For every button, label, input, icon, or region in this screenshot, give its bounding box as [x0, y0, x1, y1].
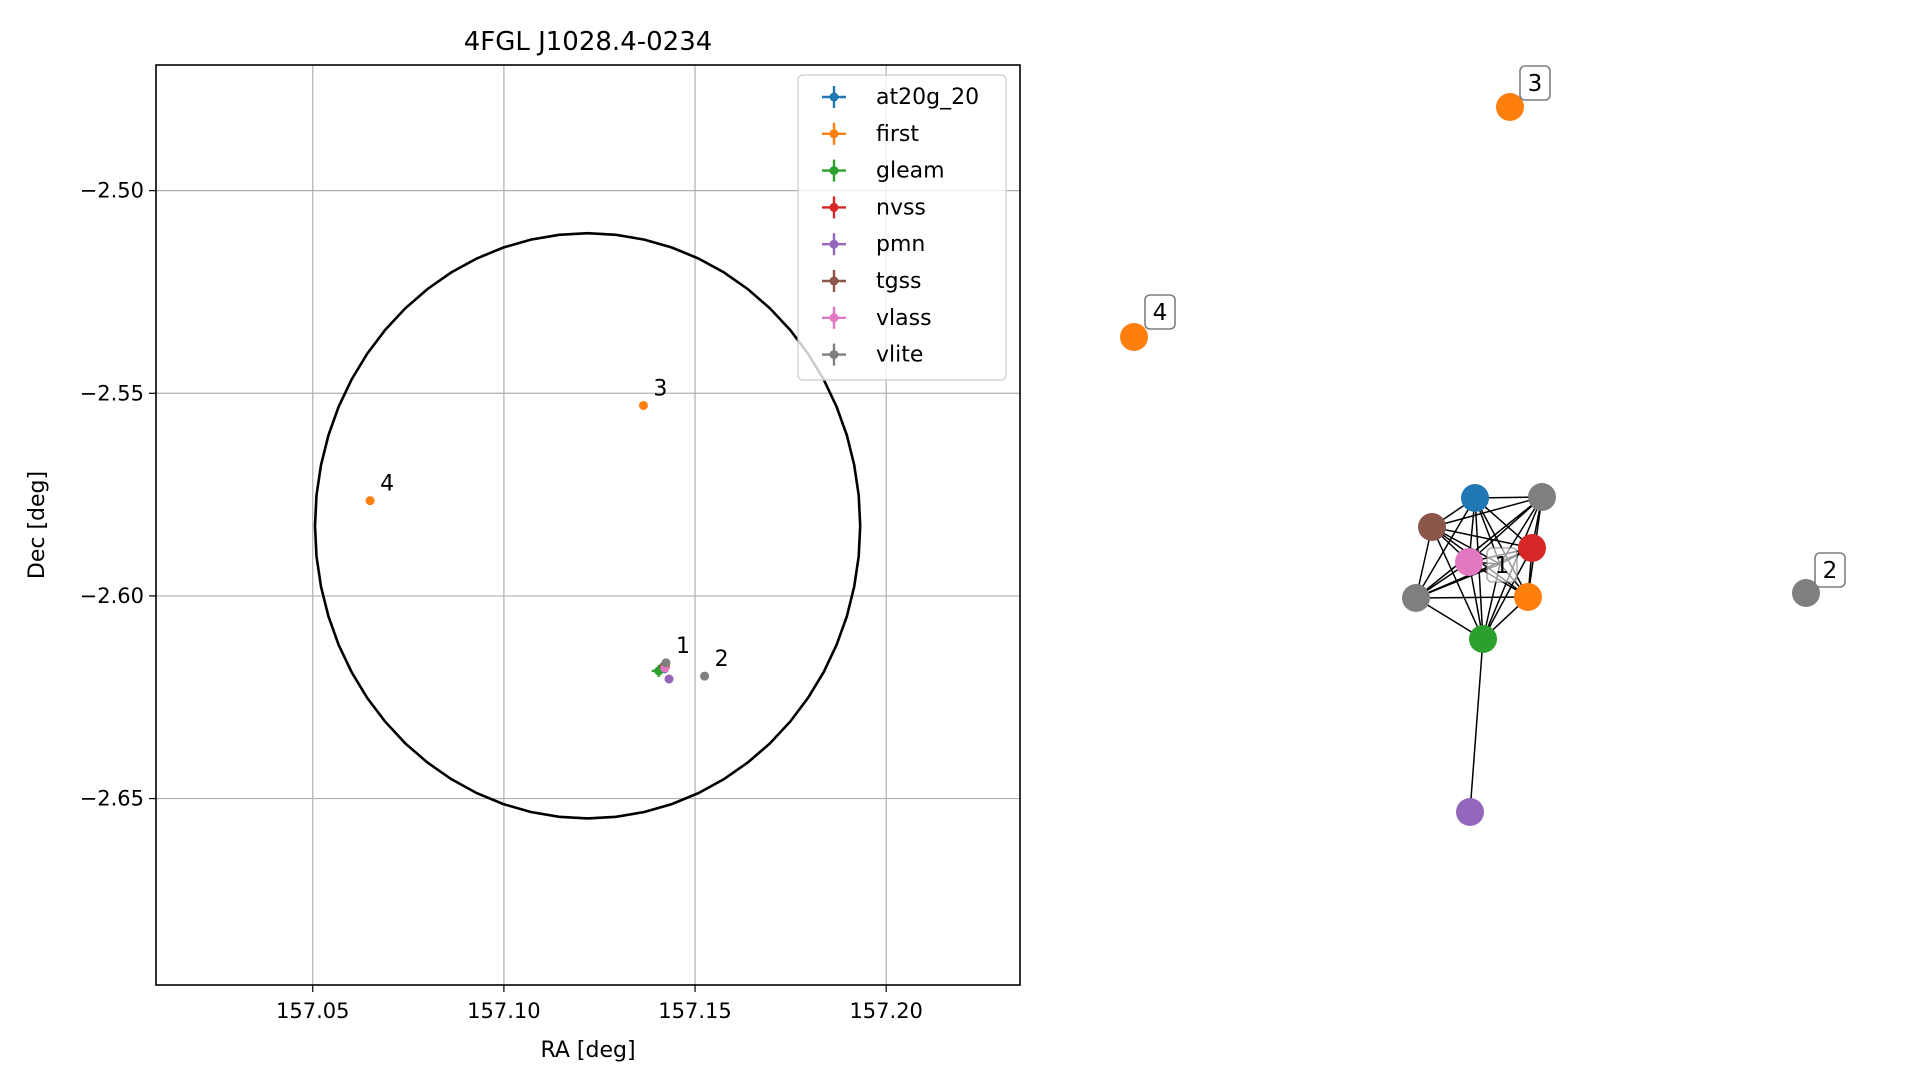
y-axis-label: Dec [deg]: [25, 471, 50, 579]
y-tick-label: −2.50: [80, 179, 144, 203]
network-labels: 3 4 2 1: [1144, 65, 1846, 588]
label-text: 3: [1528, 71, 1543, 97]
network-node-first: [1496, 93, 1524, 121]
network-edge: [1431, 526, 1484, 640]
label-box: [1486, 547, 1518, 583]
legend-marker: [829, 239, 839, 249]
network-node-label: 2: [1814, 552, 1846, 588]
network-node-label: 4: [1144, 294, 1176, 330]
network-edge: [1415, 496, 1543, 599]
network-edge: [1431, 526, 1533, 549]
legend-entry-vlite: vlite: [822, 343, 923, 368]
label-box: [1814, 552, 1846, 588]
point-label: 4: [380, 472, 394, 497]
label-text: 2: [1823, 558, 1838, 584]
network-node-gleam: [1469, 625, 1497, 653]
point-vlite: [661, 658, 671, 668]
network-node-vlass: [1455, 548, 1483, 576]
network-edge: [1431, 496, 1543, 528]
x-axis-label: RA [deg]: [540, 1038, 635, 1063]
label-text: 4: [1153, 300, 1168, 326]
plot-frame: [155, 64, 1021, 986]
point-first: [365, 496, 375, 506]
y-tick-label: −2.60: [80, 584, 144, 608]
legend-entry-first: first: [822, 122, 919, 147]
legend-marker: [829, 166, 839, 176]
x-tick-label: 157.10: [467, 999, 540, 1023]
network-node-tgss: [1418, 513, 1446, 541]
scatter-points: 3 4 12: [365, 376, 729, 684]
y-tick-label: −2.55: [80, 381, 144, 405]
network-edge: [1415, 596, 1529, 599]
label-box: [1144, 294, 1176, 330]
x-tick-label: 157.15: [658, 999, 731, 1023]
legend-marker: [829, 92, 839, 102]
uncertainty-ellipse: [313, 231, 862, 820]
scatter-panel: 3 4 12 157.05 157.10 157.15 157.20 −2.50 −2.55…: [25, 27, 1021, 1063]
network-node-vlite: [1402, 584, 1430, 612]
legend-label: first: [876, 122, 919, 147]
label-text: 1: [1495, 553, 1510, 579]
legend-label: at20g_20: [876, 85, 979, 110]
network-edge: [1415, 497, 1476, 599]
legend-box: [797, 74, 1007, 381]
legend-label: vlite: [876, 343, 923, 368]
point-vlite: [700, 671, 710, 681]
network-node-nvss: [1518, 534, 1546, 562]
network-node-label: 3: [1519, 65, 1551, 101]
network-node-vlite: [1792, 579, 1820, 607]
legend-marker: [829, 276, 839, 286]
legend-entry-tgss: tgss: [822, 269, 922, 294]
network-node-pmn: [1456, 798, 1484, 826]
legend-marker: [829, 129, 839, 139]
chart-title: 4FGL J1028.4-0234: [464, 27, 713, 57]
network-node-first: [1120, 323, 1148, 351]
legend-label: pmn: [876, 232, 925, 257]
network-edge: [1469, 638, 1484, 813]
legend-marker: [829, 350, 839, 360]
x-tick-label: 157.05: [276, 999, 349, 1023]
network-edge: [1415, 563, 1501, 599]
point-label: 2: [715, 647, 729, 672]
network-node-label: 1: [1486, 547, 1518, 583]
y-tick-label: −2.65: [80, 787, 144, 811]
legend-label: vlass: [876, 306, 932, 331]
network-node-at20g_20: [1461, 484, 1489, 512]
network-panel: 3 4 2 1: [1120, 65, 1846, 826]
legend-marker: [829, 313, 839, 323]
point-label: 1: [676, 634, 690, 659]
legend-entry-vlass: vlass: [822, 306, 932, 331]
legend-label: gleam: [876, 159, 945, 184]
legend-label: nvss: [876, 195, 926, 220]
network-node-first: [1514, 583, 1542, 611]
network-nodes: [1120, 93, 1820, 826]
y-ticks: −2.50 −2.55 −2.60 −2.65: [80, 179, 156, 811]
legend-label: tgss: [876, 269, 922, 294]
legend-entry-gleam: gleam: [822, 159, 945, 184]
label-box: [1519, 65, 1551, 101]
x-tick-label: 157.20: [849, 999, 922, 1023]
legend-marker: [829, 202, 839, 212]
point-first: [638, 400, 648, 410]
legend-entry-nvss: nvss: [822, 195, 926, 220]
point-pmn: [664, 674, 674, 684]
legend-entry-at20g_20: at20g_20: [822, 85, 979, 110]
x-ticks: 157.05 157.10 157.15 157.20: [276, 985, 923, 1023]
network-node-vlite: [1528, 483, 1556, 511]
network-edge: [1468, 496, 1543, 563]
network-edge: [1482, 547, 1533, 640]
point-label: 3: [653, 376, 667, 401]
legend-entry-pmn: pmn: [822, 232, 925, 257]
